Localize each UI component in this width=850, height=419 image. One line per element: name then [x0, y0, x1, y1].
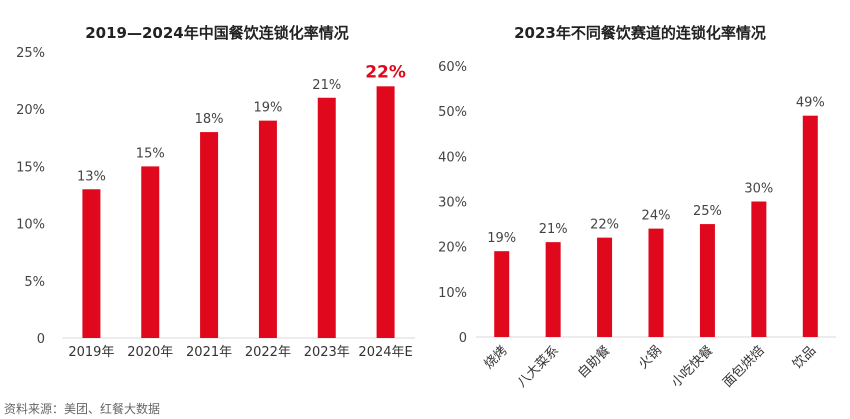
chart1-category-label: 饮品	[790, 343, 819, 372]
chart0-data-label: 21%	[312, 78, 341, 93]
chart1-category-label: 自助餐	[574, 343, 613, 382]
chart1-category-label: 烧烤	[482, 343, 511, 372]
chart1-data-label: 19%	[487, 231, 516, 246]
chart1-data-label: 49%	[796, 96, 825, 111]
chart0-category-label: 2024年E	[358, 345, 412, 360]
chart0-data-label: 13%	[77, 169, 106, 184]
chart1-ytick-label: 30%	[438, 196, 467, 211]
chart1-ytick-label: 50%	[438, 105, 467, 120]
chart0-category-label: 2019年	[68, 345, 114, 360]
chart0-category-label: 2023年	[304, 345, 350, 360]
chart1-data-label: 21%	[539, 222, 568, 237]
chart0-bar	[376, 86, 395, 338]
chart-left: 2019—2024年中国餐饮连锁化率情况 0 5% 10% 15% 20% 25% 13% 2…	[16, 24, 415, 360]
chart1-category-label: 面包烘焙	[720, 343, 767, 390]
chart1-data-label: 30%	[744, 182, 773, 197]
chart1-data-label: 25%	[693, 204, 722, 219]
chart1-bar	[494, 251, 510, 337]
chart1-bar	[802, 115, 818, 337]
chart1-ytick-label: 60%	[438, 60, 467, 75]
chart0-category-label: 2020年	[127, 345, 173, 360]
chart0-category-label: 2021年	[186, 345, 232, 360]
chart1-bar	[751, 201, 767, 337]
chart0-ytick-label: 20%	[16, 103, 45, 118]
chart0-category-label: 2022年	[245, 345, 291, 360]
chart0-data-label: 19%	[253, 101, 282, 116]
chart1-data-label: 22%	[590, 218, 619, 233]
chart0-bar	[141, 166, 160, 338]
chart1-ytick-label: 10%	[438, 286, 467, 301]
chart0-ytick-label: 0	[37, 332, 45, 347]
chart0-ytick-label: 5%	[24, 275, 45, 290]
chart0-bar	[82, 189, 101, 338]
chart0-ytick-label: 25%	[16, 46, 45, 61]
chart-right-title: 2023年不同餐饮赛道的连锁化率情况	[514, 24, 766, 42]
chart1-category-label: 八大菜系	[515, 343, 562, 390]
chart0-ytick-label: 10%	[16, 218, 45, 233]
chart0-ytick-label: 15%	[16, 160, 45, 175]
chart1-data-label: 24%	[642, 209, 671, 224]
chart1-bar	[699, 224, 715, 337]
chart1-category-label: 火锅	[635, 343, 665, 373]
source-note: 资料来源：美团、红餐大数据	[4, 402, 161, 416]
chart0-bar	[258, 120, 277, 338]
chart1-bar	[597, 237, 613, 337]
chart0-data-label: 22%	[365, 62, 406, 82]
chart1-ytick-label: 0	[459, 331, 467, 346]
chart-right: 2023年不同餐饮赛道的连锁化率情况 0 10% 20% 30% 40% 50% 60% 19…	[438, 24, 836, 391]
chart1-ytick-label: 40%	[438, 150, 467, 165]
chart0-bar	[317, 97, 336, 338]
chart1-bar	[545, 242, 561, 337]
chart0-data-label: 18%	[195, 112, 224, 127]
chart0-bar	[200, 132, 219, 338]
chart1-bar	[648, 228, 664, 337]
chart-left-title: 2019—2024年中国餐饮连锁化率情况	[85, 24, 349, 42]
chart0-data-label: 15%	[136, 146, 165, 161]
chart1-ytick-label: 20%	[438, 241, 467, 256]
chart1-category-label: 小吃快餐	[668, 343, 716, 391]
